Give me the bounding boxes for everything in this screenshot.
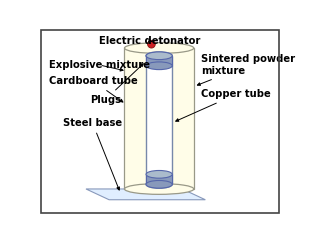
Bar <box>146 56 172 66</box>
Bar <box>146 56 172 184</box>
Text: Electric detonator: Electric detonator <box>99 36 200 46</box>
Ellipse shape <box>146 170 172 178</box>
Ellipse shape <box>124 43 194 54</box>
Ellipse shape <box>146 52 172 60</box>
Text: Cardboard tube: Cardboard tube <box>49 76 138 102</box>
Text: Sintered powder
mixture: Sintered powder mixture <box>197 54 295 85</box>
Bar <box>146 174 172 184</box>
Ellipse shape <box>124 184 194 194</box>
Ellipse shape <box>146 62 172 70</box>
Ellipse shape <box>146 180 172 188</box>
Text: Explosive mixture: Explosive mixture <box>49 60 150 71</box>
Ellipse shape <box>146 52 172 60</box>
Text: Plugs: Plugs <box>90 64 143 105</box>
Polygon shape <box>86 189 205 200</box>
Bar <box>124 48 194 189</box>
Text: Copper tube: Copper tube <box>176 89 271 121</box>
Circle shape <box>148 40 155 48</box>
Text: Steel base: Steel base <box>63 118 122 190</box>
Ellipse shape <box>146 180 172 188</box>
